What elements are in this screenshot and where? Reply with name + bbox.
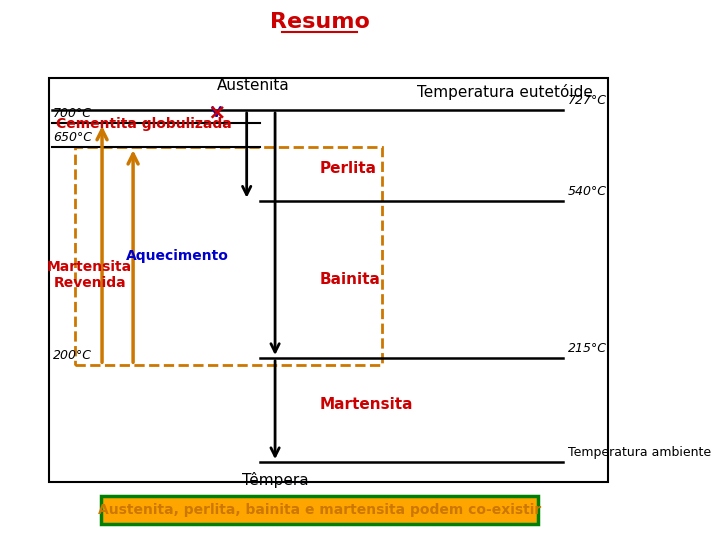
Text: ×: × <box>207 103 226 123</box>
Text: 700°C: 700°C <box>53 107 92 120</box>
Text: Cementita globulizada: Cementita globulizada <box>56 117 232 131</box>
FancyBboxPatch shape <box>49 78 608 482</box>
Text: Temperatura eutetóide: Temperatura eutetóide <box>417 84 593 100</box>
Text: 215°C: 215°C <box>568 342 607 355</box>
Text: Temperatura ambiente: Temperatura ambiente <box>568 446 711 459</box>
Text: Resumo: Resumo <box>269 12 369 32</box>
Text: Têmpera: Têmpera <box>242 472 308 488</box>
Text: Bainita: Bainita <box>320 272 380 287</box>
Text: Aquecimento: Aquecimento <box>126 249 229 263</box>
Bar <box>76 147 382 365</box>
Text: Martensita
Revenida: Martensita Revenida <box>47 260 132 290</box>
Text: Martensita: Martensita <box>320 397 413 413</box>
Text: Austenita: Austenita <box>217 78 289 92</box>
FancyBboxPatch shape <box>101 496 538 524</box>
Text: 200°C: 200°C <box>53 349 92 362</box>
Text: 650°C: 650°C <box>53 131 92 144</box>
Text: 540°C: 540°C <box>568 185 607 198</box>
Text: Perlita: Perlita <box>320 161 377 177</box>
Text: 727°C: 727°C <box>568 94 607 107</box>
Text: Austenita, perlita, bainita e martensita podem co-existir: Austenita, perlita, bainita e martensita… <box>98 503 541 517</box>
